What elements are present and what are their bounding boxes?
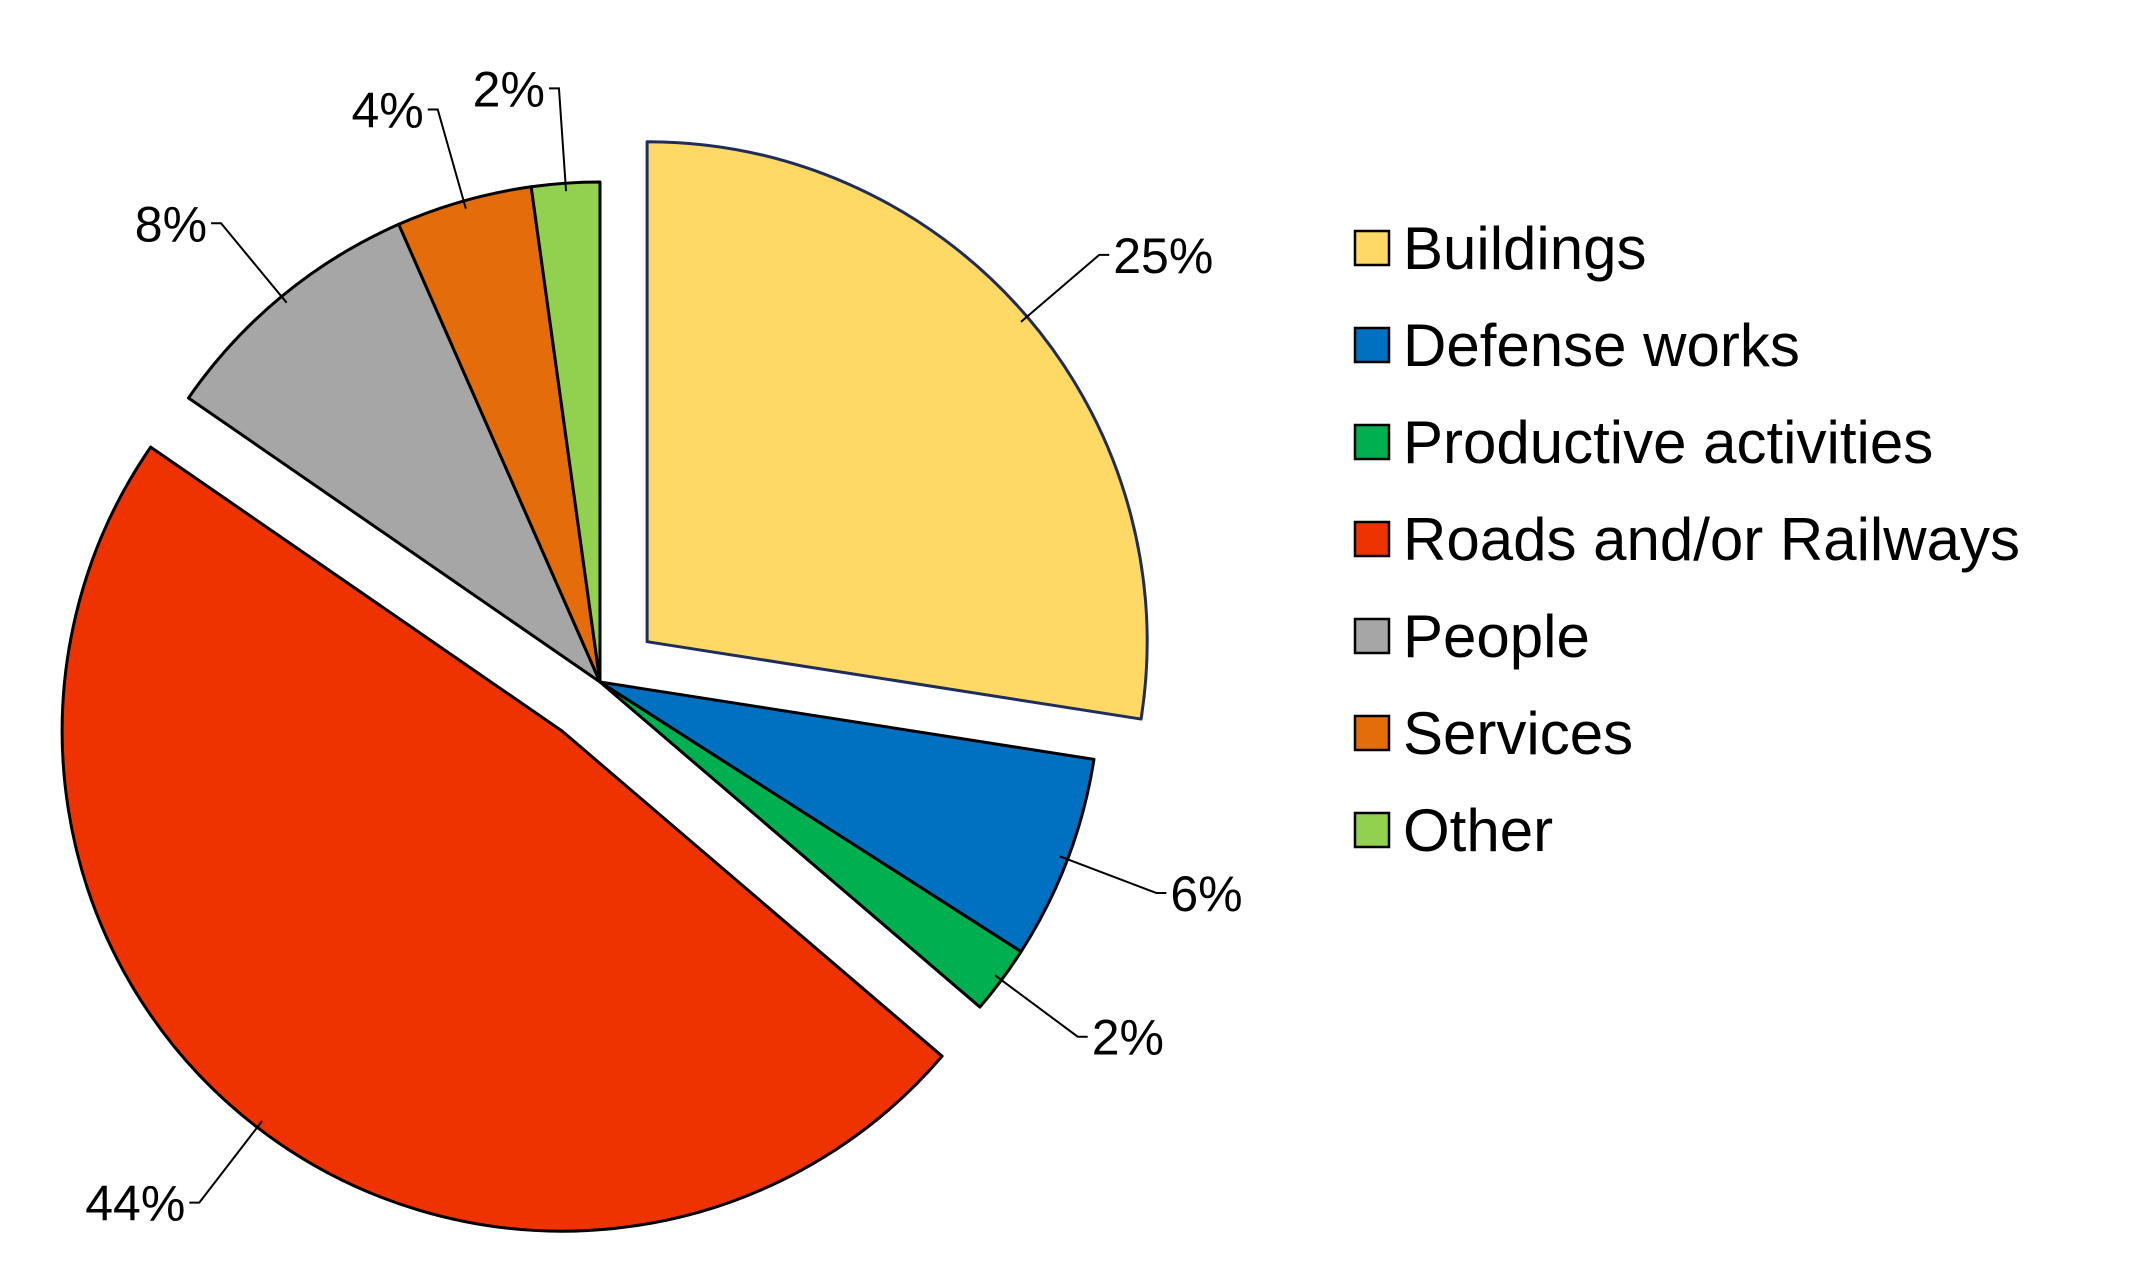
leader-lines bbox=[189, 87, 1167, 1204]
legend-swatch-people bbox=[1353, 617, 1391, 655]
legend-item-productive-activities: Productive activities bbox=[1353, 409, 1933, 476]
legend-item-people: People bbox=[1353, 603, 1590, 670]
leader-line-services bbox=[427, 108, 467, 209]
slice-buildings bbox=[645, 140, 1149, 721]
legend-swatch-buildings bbox=[1353, 229, 1391, 267]
data-label-defense-works: 6% bbox=[1170, 866, 1242, 922]
data-label-services: 4% bbox=[351, 83, 423, 139]
pie-slices bbox=[60, 140, 1149, 1233]
legend-item-buildings: Buildings bbox=[1353, 215, 1647, 282]
data-labels: 25% 6% 2% 44% 8% 4% 2% bbox=[85, 61, 1242, 1231]
data-label-roads-and-or-railways: 44% bbox=[85, 1176, 185, 1232]
leader-line-buildings bbox=[1020, 253, 1110, 323]
legend-label-buildings: Buildings bbox=[1403, 215, 1647, 282]
legend-label-roads-and-or-railways: Roads and/or Railways bbox=[1403, 506, 2020, 573]
data-label-buildings: 25% bbox=[1113, 228, 1213, 284]
legend-label-people: People bbox=[1403, 603, 1590, 670]
legend-item-roads-and-or-railways: Roads and/or Railways bbox=[1353, 506, 2020, 573]
data-label-people: 8% bbox=[135, 196, 207, 252]
legend-swatch-services bbox=[1353, 714, 1391, 752]
legend-label-services: Services bbox=[1403, 700, 1633, 767]
legend-swatch-productive-activities bbox=[1353, 423, 1391, 461]
legend-item-defense-works: Defense works bbox=[1353, 312, 1800, 379]
legend-item-other: Other bbox=[1353, 797, 1553, 864]
leader-line-people bbox=[211, 222, 288, 304]
leader-line-other bbox=[548, 87, 568, 192]
legend-label-productive-activities: Productive activities bbox=[1403, 409, 1933, 476]
legend-item-services: Services bbox=[1353, 700, 1633, 767]
leader-line-defense-works bbox=[1059, 855, 1167, 894]
legend-swatch-roads-and-or-railways bbox=[1353, 520, 1391, 558]
legend-swatch-other bbox=[1353, 811, 1391, 849]
legend: Buildings Defense works Productive activit… bbox=[1353, 215, 2020, 864]
legend-label-defense-works: Defense works bbox=[1403, 312, 1800, 379]
data-label-productive-activities: 2% bbox=[1092, 1010, 1164, 1066]
leader-line-roads-and-or-railways bbox=[189, 1120, 263, 1204]
leader-line-productive-activities bbox=[994, 974, 1088, 1038]
data-label-other: 2% bbox=[473, 61, 545, 117]
legend-swatch-defense-works bbox=[1353, 326, 1391, 364]
legend-label-other: Other bbox=[1403, 797, 1553, 864]
